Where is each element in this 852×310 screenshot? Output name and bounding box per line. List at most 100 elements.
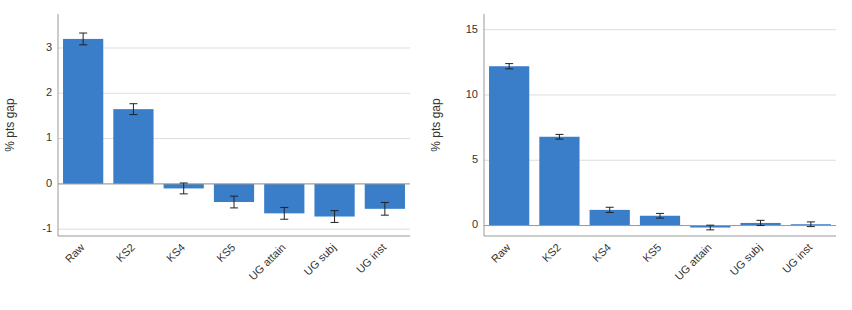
bar — [489, 66, 529, 225]
x-tick-label: UG subj — [301, 241, 338, 278]
error-bar — [230, 196, 238, 208]
error-bar-cap — [180, 193, 188, 194]
x-tick-label: KS4 — [590, 241, 613, 264]
grid-line — [484, 29, 836, 30]
y-tick-label: 2 — [46, 86, 52, 98]
bar — [539, 137, 579, 226]
error-bar-cap — [706, 229, 714, 230]
y-axis-label: % pts gap — [3, 98, 17, 152]
error-bar-cap — [807, 226, 815, 227]
panel: 051015RawKS2KS4KS5UG attainUG subjUG ins… — [429, 14, 836, 282]
error-bar-cap — [656, 218, 664, 219]
bar — [63, 39, 103, 184]
marks — [484, 64, 836, 230]
y-tick-label: 0 — [46, 177, 52, 189]
bar — [590, 210, 630, 226]
error-bar-cap — [230, 207, 238, 208]
y-axis-line — [484, 14, 485, 236]
grid-line — [58, 229, 410, 230]
grid-line — [484, 94, 836, 95]
error-bar-cap — [230, 196, 238, 197]
error-bar-cap — [280, 207, 288, 208]
x-tick-label: KS5 — [640, 241, 663, 264]
error-bar-cap — [79, 33, 87, 34]
y-axis-label: % pts gap — [429, 98, 443, 152]
x-tick-label: KS2 — [114, 241, 137, 264]
x-axis-line — [58, 236, 410, 237]
y-tick-label: 3 — [46, 41, 52, 53]
y-tick-label: 0 — [472, 218, 478, 230]
error-bar-cap — [606, 207, 614, 208]
zero-line — [58, 183, 410, 184]
y-tick-label: 10 — [466, 88, 478, 100]
error-bar — [381, 202, 389, 215]
error-bar — [706, 225, 714, 230]
error-bar-cap — [757, 225, 765, 226]
error-bar — [180, 183, 188, 194]
error-bar — [757, 220, 765, 225]
error-bar — [331, 211, 339, 223]
x-tick-label: UG inst — [354, 241, 388, 275]
error-bar-cap — [180, 182, 188, 183]
error-bar — [129, 104, 137, 115]
y-axis-line — [58, 14, 59, 236]
error-bar-cap — [381, 202, 389, 203]
error-bar-cap — [606, 212, 614, 213]
chart-canvas: -10123RawKS2KS4KS5UG attainUG subjUG ins… — [0, 0, 852, 310]
error-bar-cap — [757, 220, 765, 221]
x-tick-label: Raw — [63, 241, 87, 265]
error-bar-cap — [129, 114, 137, 115]
error-bar-stem — [83, 33, 84, 45]
grid-line — [58, 183, 410, 184]
error-bar-cap — [555, 134, 563, 135]
error-bar-stem — [183, 183, 184, 194]
error-bar-stem — [133, 104, 134, 115]
error-bar — [807, 222, 815, 227]
grid-line — [484, 225, 836, 226]
x-tick-label: UG inst — [780, 241, 814, 275]
y-tick-label: 1 — [46, 131, 52, 143]
error-bar-stem — [509, 64, 510, 69]
x-tick-label: KS4 — [164, 241, 187, 264]
error-bar-cap — [280, 219, 288, 220]
error-bar-cap — [505, 68, 513, 69]
error-bar-cap — [505, 63, 513, 64]
x-tick-label: Raw — [489, 241, 513, 265]
error-bar — [280, 207, 288, 219]
marks — [58, 33, 410, 222]
error-bar-cap — [381, 215, 389, 216]
grid-line — [58, 47, 410, 48]
y-tick-label: 15 — [466, 23, 478, 35]
error-bar — [606, 207, 614, 212]
error-bar-cap — [129, 103, 137, 104]
bar — [113, 109, 153, 184]
error-bar-cap — [807, 221, 815, 222]
error-bar-stem — [710, 225, 711, 230]
grid-line — [58, 138, 410, 139]
error-bar-cap — [331, 210, 339, 211]
x-axis-line — [484, 236, 836, 237]
error-bar-cap — [555, 139, 563, 140]
error-bar — [79, 33, 87, 45]
error-bar-stem — [334, 211, 335, 223]
error-bar-stem — [810, 222, 811, 227]
x-tick-label: UG attain — [672, 241, 713, 282]
error-bar — [555, 134, 563, 139]
error-bar-stem — [760, 220, 761, 225]
panel: -10123RawKS2KS4KS5UG attainUG subjUG ins… — [3, 14, 410, 282]
error-bar — [656, 213, 664, 218]
x-tick-label: UG subj — [727, 241, 764, 278]
error-bar-stem — [660, 213, 661, 218]
error-bar-cap — [331, 222, 339, 223]
error-bar-stem — [559, 134, 560, 139]
error-bar-stem — [284, 207, 285, 219]
error-bar-stem — [234, 196, 235, 208]
x-tick-label: KS5 — [214, 241, 237, 264]
grid-line — [58, 93, 410, 94]
x-tick-label: UG attain — [246, 241, 287, 282]
error-bar-cap — [79, 44, 87, 45]
error-bar-stem — [384, 202, 385, 215]
x-tick-label: KS2 — [540, 241, 563, 264]
error-bar — [505, 64, 513, 69]
grid-line — [484, 160, 836, 161]
